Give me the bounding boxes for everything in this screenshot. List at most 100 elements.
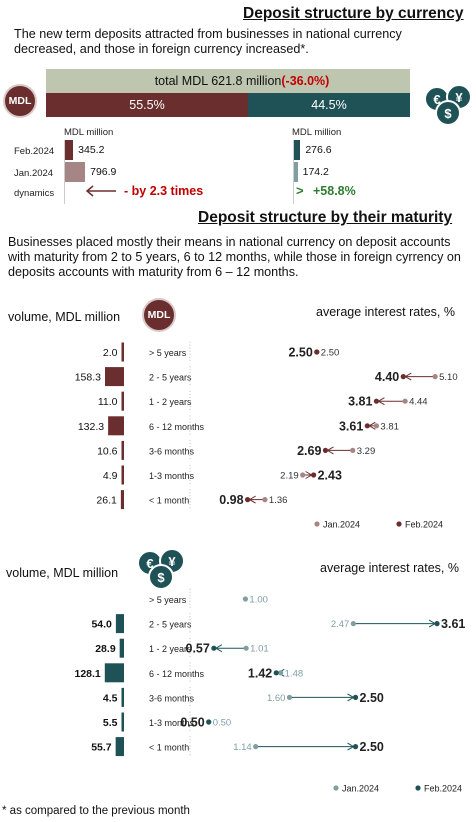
category-label: < 1 month bbox=[149, 743, 189, 753]
legend-jan-label: Jan.2024 bbox=[342, 784, 379, 794]
jan-rate-label: 2.50 bbox=[321, 348, 340, 359]
fx-bar-jan bbox=[293, 162, 298, 182]
foreign-currency-icon: € ¥ $ bbox=[424, 84, 472, 126]
fx-dynamics-value: +58.8% bbox=[313, 184, 356, 198]
fx-bar-feb bbox=[293, 140, 301, 160]
jan-rate-point bbox=[432, 374, 438, 380]
jan-rate-point bbox=[350, 621, 356, 627]
jan-rate-label: 3.29 bbox=[357, 446, 376, 457]
category-label: 1 - 2 years bbox=[149, 644, 192, 654]
legend-feb-marker bbox=[415, 785, 421, 791]
mdl-volume-label: volume, MDL million bbox=[8, 310, 121, 324]
jan-rate-point bbox=[300, 472, 306, 478]
feb-rate-label: 2.50 bbox=[360, 740, 384, 754]
jan-rate-point bbox=[242, 596, 249, 602]
jan-rate-point bbox=[402, 398, 408, 404]
feb-rate-label: 3.81 bbox=[348, 395, 372, 409]
category-label: 3-6 months bbox=[149, 446, 195, 456]
feb-rate-point bbox=[373, 398, 380, 404]
jan-rate-label: 1.36 bbox=[269, 495, 288, 506]
volume-label: 26.1 bbox=[96, 495, 117, 507]
jan-rate-label: 2.47 bbox=[331, 619, 350, 630]
volume-bar bbox=[104, 663, 124, 683]
volume-bar bbox=[121, 342, 124, 362]
legend-feb-label: Feb.2024 bbox=[424, 784, 462, 794]
feb-rate-label: 3.61 bbox=[441, 617, 465, 631]
volume-bar bbox=[120, 490, 124, 510]
feb-rate-label: 2.69 bbox=[297, 444, 321, 458]
fx-axis bbox=[293, 140, 294, 204]
mdl-dynamics-arrow bbox=[85, 185, 116, 197]
mdl-dynamics-value: - by 2.3 times bbox=[124, 184, 204, 198]
fx-volume-label: volume, MDL million bbox=[6, 566, 119, 580]
feb-rate-point bbox=[400, 374, 406, 380]
legend-jan-marker bbox=[314, 521, 320, 527]
total-label: total MDL 621.8 million bbox=[154, 74, 282, 88]
feb-rate-point bbox=[311, 472, 317, 478]
section1-title: Deposit structure by currency bbox=[243, 5, 464, 22]
jan-rate-label: 1.01 bbox=[250, 644, 269, 655]
volume-label: 132.3 bbox=[78, 421, 104, 433]
mdl-currency-icon-2: MDL bbox=[142, 298, 176, 332]
fx-share-segment: 44.5% bbox=[248, 93, 410, 117]
feb-rate-label: 0.50 bbox=[180, 716, 204, 730]
mdl-bar-feb bbox=[64, 140, 74, 160]
feb-rate-point bbox=[352, 744, 359, 750]
volume-label: 11.0 bbox=[98, 396, 118, 408]
mdl-unit-label: MDL million bbox=[64, 127, 114, 138]
mdl-value-jan: 796.9 bbox=[90, 166, 117, 178]
mdl-share-label: 55.5% bbox=[129, 98, 165, 112]
category-label: 1-3 months bbox=[149, 718, 195, 728]
total-change: (-36.0%) bbox=[281, 74, 330, 88]
fx-value-feb: 276.6 bbox=[305, 144, 332, 156]
volume-label: 4.9 bbox=[103, 470, 118, 482]
volume-bar bbox=[115, 737, 124, 757]
jan-rate-label: 0.50 bbox=[213, 718, 232, 729]
jan-rate-label: 3.81 bbox=[380, 421, 399, 432]
volume-label: 28.9 bbox=[95, 643, 116, 655]
fx-share-label: 44.5% bbox=[311, 98, 347, 112]
feb-rate-label: 2.43 bbox=[318, 469, 342, 483]
jan-rate-label: 5.10 bbox=[439, 372, 458, 383]
fx-rates-label: average interest rates, % bbox=[320, 561, 459, 575]
volume-label: 5.5 bbox=[103, 717, 118, 729]
jan-rate-point bbox=[373, 423, 380, 429]
mdl-currency-icon: MDL bbox=[3, 84, 37, 118]
feb-rate-label: 0.98 bbox=[219, 493, 243, 507]
jan-rate-label: 1.48 bbox=[285, 668, 304, 679]
category-label: 2 - 5 years bbox=[149, 373, 192, 383]
feb-rate-label: 1.42 bbox=[248, 666, 272, 680]
feb-rate-point bbox=[273, 670, 279, 676]
legend-feb-label: Feb.2024 bbox=[405, 520, 443, 530]
category-label: 2 - 5 years bbox=[149, 620, 192, 630]
feb-rate-point bbox=[314, 349, 320, 355]
jan-rate-point bbox=[243, 645, 249, 651]
volume-label: 2.0 bbox=[103, 347, 118, 359]
mdl-bar-jan bbox=[64, 162, 86, 182]
section1-intro: The new term deposits attracted from bus… bbox=[14, 27, 402, 56]
volume-bar bbox=[105, 367, 124, 387]
fx-dynamics-arrow: > bbox=[296, 183, 304, 198]
volume-bar bbox=[121, 391, 124, 411]
mdl-rates-label: average interest rates, % bbox=[316, 305, 455, 319]
feb-rate-label: 3.61 bbox=[339, 419, 363, 433]
total-bar: total MDL 621.8 million (-36.0%) bbox=[46, 69, 410, 93]
volume-label: 128.1 bbox=[75, 668, 101, 680]
feb-rate-point bbox=[364, 423, 370, 429]
volume-label: 4.5 bbox=[103, 692, 118, 704]
section2-intro: Businesses placed mostly their means in … bbox=[8, 235, 461, 279]
fx-maturity-chart: > 5 years 1.00 2 - 5 years 54.0 2.47 3.61 1 - … bbox=[75, 588, 465, 794]
mdl-icon-text: MDL bbox=[8, 95, 32, 107]
volume-label: 10.6 bbox=[97, 445, 118, 457]
volume-label: 158.3 bbox=[75, 372, 101, 384]
feb-rate-label: 4.40 bbox=[375, 370, 399, 384]
section2-title: Deposit structure by their maturity bbox=[198, 209, 453, 226]
category-label: > 5 years bbox=[149, 595, 187, 605]
feb-rate-point bbox=[206, 719, 212, 725]
feb-rate-point bbox=[322, 447, 329, 453]
jan-rate-point bbox=[286, 694, 293, 700]
dollar-icon: $ bbox=[148, 564, 174, 590]
volume-bar bbox=[121, 465, 124, 485]
row-label-jan: Jan.2024 bbox=[14, 168, 54, 179]
footnote: * as compared to the previous month bbox=[2, 805, 190, 817]
